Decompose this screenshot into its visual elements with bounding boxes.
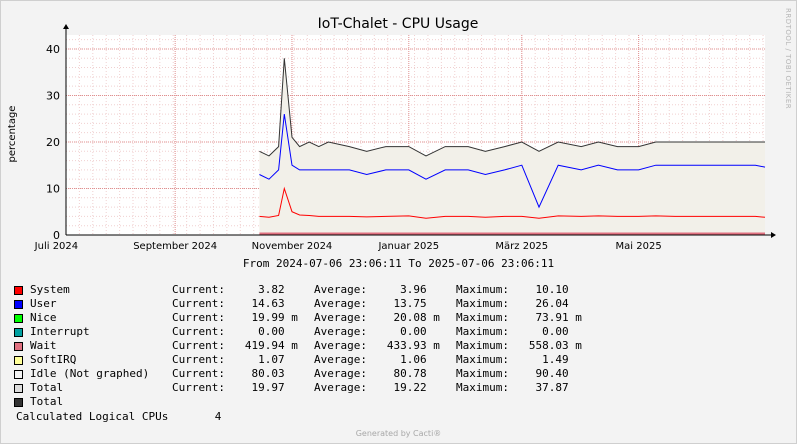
x-tick-label: März 2025	[495, 241, 548, 252]
chart-title: IoT-Chalet - CPU Usage	[318, 16, 479, 32]
legend-name: Total	[30, 395, 64, 408]
legend-current: Current: 419.94 m	[172, 339, 298, 352]
series-line-system	[259, 186, 766, 219]
legend-name: Wait	[30, 339, 57, 352]
y-tick-label: 30	[46, 89, 60, 102]
legend-name: Idle (Not graphed)	[30, 367, 150, 380]
legend-name: User	[30, 297, 57, 310]
x-tick-label: Juli 2024	[34, 241, 78, 252]
legend-maximum: Maximum: 37.87	[456, 381, 569, 394]
legend-name: SoftIRQ	[30, 353, 77, 366]
x-tick-label: September 2024	[133, 241, 217, 252]
legend-average: Average: 1.06	[314, 353, 427, 366]
legend-average: Average: 13.75	[314, 297, 427, 310]
rrdtool-watermark: RRDTOOL / TOBI OETIKER	[784, 8, 792, 110]
legend-current: Current: 1.07	[172, 353, 285, 366]
legend-maximum: Maximum: 73.91 m	[456, 311, 582, 324]
legend-average: Average: 433.93 m	[314, 339, 440, 352]
calculated-cpus-label: Calculated Logical CPUs	[16, 410, 169, 423]
legend-name: System	[30, 283, 70, 296]
legend-swatch	[14, 398, 23, 407]
legend-name: Interrupt	[30, 325, 90, 338]
legend-swatch	[14, 370, 23, 379]
legend-swatch	[14, 286, 23, 295]
legend-current: Current: 0.00	[172, 325, 285, 338]
legend-maximum: Maximum: 1.49	[456, 353, 569, 366]
legend-swatch	[14, 328, 23, 337]
y-tick-label: 40	[46, 43, 60, 56]
y-axis-arrow	[63, 24, 69, 29]
legend-average: Average: 20.08 m	[314, 311, 440, 324]
legend-maximum: Maximum: 558.03 m	[456, 339, 582, 352]
legend-maximum: Maximum: 90.40	[456, 367, 569, 380]
legend-current: Current: 3.82	[172, 283, 285, 296]
y-tick-label: 0	[53, 229, 60, 242]
legend-current: Current: 14.63	[172, 297, 285, 310]
legend-swatch	[14, 384, 23, 393]
time-range-text: From 2024-07-06 23:06:11 To 2025-07-06 2…	[242, 257, 555, 270]
cpu-usage-chart: IoT-Chalet - CPU Usage percentage 0 10 20 3…	[7, 16, 776, 252]
legend-name: Nice	[30, 311, 57, 324]
y-axis-label: percentage	[7, 106, 18, 163]
total-area	[259, 58, 765, 235]
legend-average: Average: 0.00	[314, 325, 427, 338]
legend-swatch	[14, 342, 23, 351]
series-line-user	[259, 114, 766, 209]
footer-generated-by: Generated by Cacti®	[355, 429, 442, 438]
wait-band	[259, 232, 765, 235]
legend-maximum: Maximum: 0.00	[456, 325, 569, 338]
y-tick-label: 10	[46, 182, 60, 195]
legend-current: Current: 19.99 m	[172, 311, 298, 324]
x-tick-label: Mai 2025	[616, 241, 662, 252]
legend-average: Average: 3.96	[314, 283, 427, 296]
x-tick-label: November 2024	[252, 241, 333, 252]
calculated-cpus: Calculated Logical CPUs 4	[16, 410, 221, 423]
x-axis-arrow	[771, 232, 776, 238]
legend-current: Current: 19.97	[172, 381, 285, 394]
legend-maximum: Maximum: 10.10	[456, 283, 569, 296]
calculated-cpus-value: 4	[214, 410, 222, 423]
legend-average: Average: 80.78	[314, 367, 427, 380]
x-tick-label: Januar 2025	[377, 241, 439, 252]
legend-average: Average: 19.22	[314, 381, 427, 394]
series-line-total	[259, 58, 765, 157]
y-tick-label: 20	[46, 136, 60, 149]
legend-current: Current: 80.03	[172, 367, 285, 380]
legend-swatch	[14, 314, 23, 323]
legend-maximum: Maximum: 26.04	[456, 297, 569, 310]
legend-name: Total	[30, 381, 64, 394]
legend-swatch	[14, 300, 23, 309]
legend-swatch	[14, 356, 23, 365]
